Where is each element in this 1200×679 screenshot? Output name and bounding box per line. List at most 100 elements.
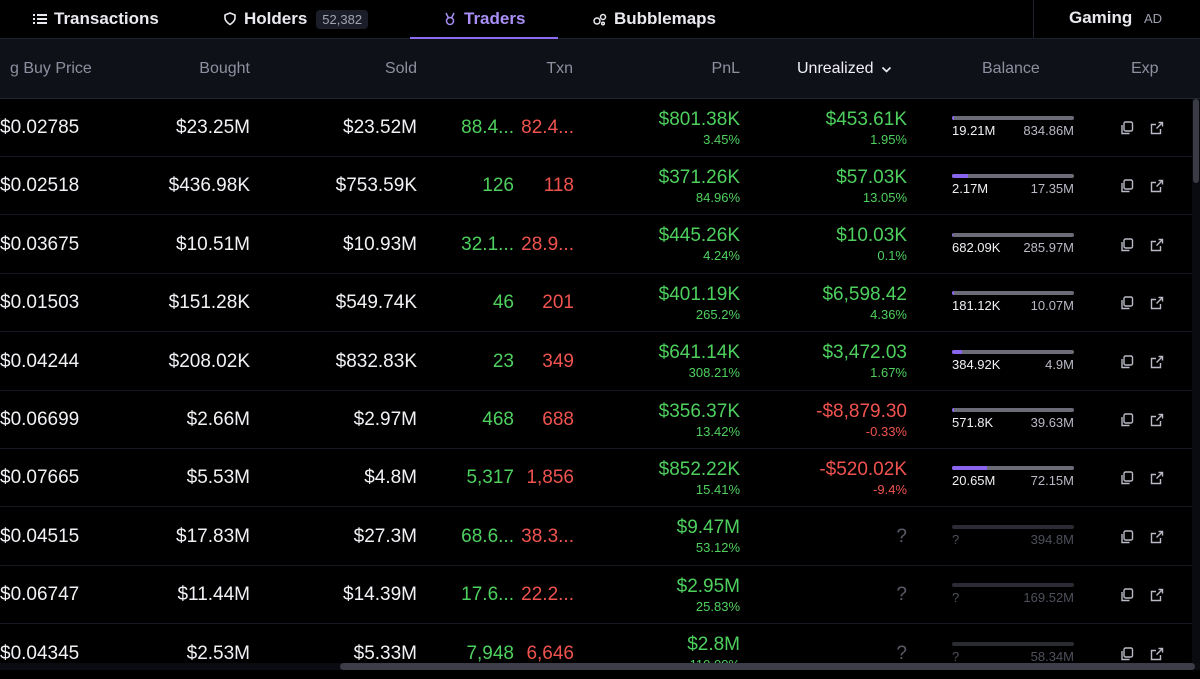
external-link-icon[interactable] <box>1150 157 1166 215</box>
external-link-icon[interactable] <box>1150 391 1166 449</box>
balance-held: 682.09K <box>952 239 1001 255</box>
external-link-icon[interactable] <box>1150 216 1166 274</box>
holders-count-badge: 52,382 <box>316 9 369 29</box>
avg-buy-price: $0.06699 <box>0 409 80 430</box>
table-row[interactable]: $0.04515 $17.83M $27.3M 68.6... 38.3... … <box>0 508 1200 566</box>
col-txn[interactable]: Txn <box>546 60 573 77</box>
copy-icon[interactable] <box>1120 274 1136 332</box>
table-row[interactable]: $0.01503 $151.28K $549.74K 46 201 $401.1… <box>0 274 1200 333</box>
unrealized-percent: -9.4% <box>873 481 907 497</box>
sold-value: $5.33M <box>353 642 417 664</box>
balance-total: 58.34M <box>1030 648 1074 664</box>
horizontal-scrollbar[interactable] <box>0 663 1200 670</box>
unrealized-cell: $10.03K 0.1% <box>760 216 907 274</box>
unrealized-cell: -$520.02K -9.4% <box>760 449 907 507</box>
table-row[interactable]: $0.04244 $208.02K $832.83K 23 349 $641.1… <box>0 333 1200 391</box>
sell-count: 28.9... <box>521 233 574 255</box>
bought-value: $436.98K <box>168 175 250 197</box>
pnl-cell: $852.22K 15.41% <box>600 449 740 507</box>
balance-cell: 181.12K 10.07M <box>952 274 1074 332</box>
tab-transactions[interactable]: Transactions <box>33 0 159 38</box>
unrealized-cell: $6,598.42 4.36% <box>760 274 907 332</box>
balance-held: 181.12K <box>952 298 1001 314</box>
balance-held: 20.65M <box>952 473 996 489</box>
vertical-scrollbar[interactable] <box>1192 99 1200 663</box>
balance-held: 384.92K <box>952 356 1001 372</box>
external-link-icon[interactable] <box>1150 625 1166 679</box>
copy-icon[interactable] <box>1120 157 1136 215</box>
external-link-icon[interactable] <box>1150 274 1166 332</box>
sell-count: 1,856 <box>526 467 574 489</box>
col-sold[interactable]: Sold <box>384 60 417 77</box>
copy-icon[interactable] <box>1120 333 1136 391</box>
balance-total: 10.07M <box>1030 298 1074 314</box>
sell-count: 349 <box>542 350 574 372</box>
unrealized-percent: -0.33% <box>865 423 907 439</box>
horizontal-scroll-thumb[interactable] <box>340 663 1195 670</box>
sold-value: $4.8M <box>364 467 417 489</box>
pnl-value: $2.95M <box>676 575 740 597</box>
table-row[interactable]: $0.02518 $436.98K $753.59K 126 118 $371.… <box>0 157 1200 216</box>
sell-count: 118 <box>543 175 574 197</box>
balance-total: 72.15M <box>1030 473 1074 489</box>
col-bought[interactable]: Bought <box>199 60 250 77</box>
pnl-value: $401.19K <box>658 283 740 305</box>
balance-bar <box>952 524 1074 529</box>
tab-bubblemaps[interactable]: Bubblemaps <box>593 0 716 38</box>
copy-icon[interactable] <box>1120 216 1136 274</box>
gaming-label[interactable]: Gaming <box>1069 8 1133 27</box>
external-link-icon[interactable] <box>1150 333 1166 391</box>
pnl-percent: 84.96% <box>695 189 740 205</box>
balance-bar <box>952 116 1074 120</box>
balance-bar-fill <box>952 349 962 354</box>
copy-icon[interactable] <box>1120 99 1136 157</box>
vertical-scroll-thumb[interactable] <box>1193 99 1199 183</box>
copy-icon[interactable] <box>1120 508 1136 566</box>
pnl-cell: $2.95M 25.83% <box>600 566 740 624</box>
balance-held: 571.8K <box>952 415 994 430</box>
col-balance[interactable]: Balance <box>982 60 1040 77</box>
pnl-cell: $401.19K 265.2% <box>600 274 740 332</box>
table-row[interactable]: $0.04345 $2.53M $5.33M 7,948 6,646 $2.8M… <box>0 625 1200 679</box>
external-link-icon[interactable] <box>1150 508 1166 566</box>
external-link-icon[interactable] <box>1150 566 1166 624</box>
tab-holders[interactable]: Holders 52,382 <box>223 0 369 38</box>
table-row[interactable]: $0.02785 $23.25M $23.52M 88.4... 82.4...… <box>0 99 1200 157</box>
copy-icon[interactable] <box>1120 391 1136 449</box>
sold-value: $753.59K <box>335 175 417 197</box>
table-row[interactable]: $0.07665 $5.53M $4.8M 5,317 1,856 $852.2… <box>0 449 1200 508</box>
unrealized-value: -$8,879.30 <box>816 400 907 422</box>
pnl-value: $371.26K <box>658 166 740 188</box>
col-exp[interactable]: Exp <box>1131 60 1159 77</box>
avg-buy-price: $0.02518 <box>0 175 80 197</box>
bought-value: $23.25M <box>176 117 250 138</box>
col-unrealized-label: Unrealized <box>797 60 874 77</box>
bought-value: $11.44M <box>177 584 250 606</box>
col-unrealized[interactable]: Unrealized <box>797 39 892 99</box>
col-pnl[interactable]: PnL <box>711 60 740 77</box>
bought-value: $5.53M <box>186 467 250 489</box>
unrealized-value: ? <box>896 525 907 547</box>
external-link-icon[interactable] <box>1150 449 1166 507</box>
sold-value: $10.93M <box>343 233 417 255</box>
balance-bar-fill <box>952 466 987 471</box>
balance-bar-fill <box>952 116 954 120</box>
external-link-icon[interactable] <box>1150 99 1166 157</box>
bought-value: $2.53M <box>186 642 250 664</box>
avg-buy-price: $0.04244 <box>0 350 80 372</box>
unrealized-value: $57.03K <box>836 166 907 188</box>
balance-bar <box>952 291 1074 296</box>
sell-count: 688 <box>542 409 574 430</box>
copy-icon[interactable] <box>1120 566 1136 624</box>
copy-icon[interactable] <box>1120 625 1136 679</box>
tab-traders[interactable]: Traders <box>443 0 525 38</box>
pnl-percent: 265.2% <box>695 306 740 322</box>
copy-icon[interactable] <box>1120 449 1136 507</box>
table-row[interactable]: $0.03675 $10.51M $10.93M 32.1... 28.9...… <box>0 216 1200 274</box>
col-avg-buy-price[interactable]: g Buy Price <box>10 60 92 77</box>
heart-shield-icon <box>224 12 236 26</box>
balance-held: ? <box>952 590 960 606</box>
pnl-value: $852.22K <box>658 458 740 480</box>
table-row[interactable]: $0.06699 $2.66M $2.97M 468 688 $356.37K … <box>0 391 1200 449</box>
table-row[interactable]: $0.06747 $11.44M $14.39M 17.6... 22.2...… <box>0 566 1200 625</box>
